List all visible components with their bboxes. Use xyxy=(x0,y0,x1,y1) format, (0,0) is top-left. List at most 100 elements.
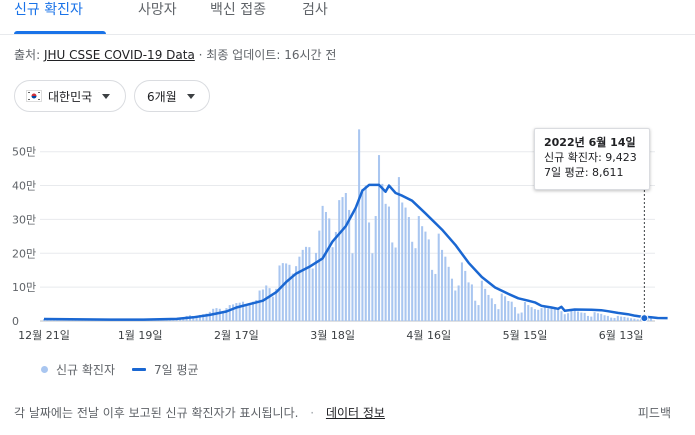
bar xyxy=(241,301,245,321)
x-tick-label: 2월 17일 xyxy=(214,328,259,342)
data-info-link[interactable]: 데이터 정보 xyxy=(325,406,385,420)
bar xyxy=(590,316,593,321)
bar xyxy=(593,312,596,321)
bar xyxy=(474,300,477,321)
bar xyxy=(308,247,311,321)
tab-new-cases-label: 신규 확진자 xyxy=(14,2,83,18)
x-tick-label: 1월 19일 xyxy=(118,328,163,342)
feedback-link[interactable]: 피드백 xyxy=(637,406,671,420)
bar xyxy=(586,315,590,321)
bar xyxy=(610,317,613,321)
bar xyxy=(285,263,288,321)
bar xyxy=(288,264,291,321)
bar xyxy=(424,231,427,321)
bar xyxy=(222,311,225,321)
bar xyxy=(381,183,384,321)
bar xyxy=(192,316,195,321)
bar xyxy=(427,239,430,321)
bar xyxy=(358,129,361,321)
y-tick-label: 10만 xyxy=(12,281,36,294)
period-dropdown[interactable]: 6개월 xyxy=(134,80,210,112)
bar xyxy=(348,209,351,321)
bar xyxy=(228,305,231,321)
x-tick-label: 5월 15일 xyxy=(503,328,548,342)
bar xyxy=(573,310,576,321)
source-line: 출처: JHU CSSE COVID-19 Data · 최종 업데이트: 16… xyxy=(14,46,336,63)
bar xyxy=(523,302,526,321)
bar xyxy=(232,304,235,321)
tab-vaccinations[interactable]: 백신 접종 xyxy=(210,0,266,33)
bar xyxy=(530,307,533,321)
bar xyxy=(298,256,301,321)
bar xyxy=(431,269,434,321)
x-tick-label: 3월 18일 xyxy=(310,328,355,342)
bar xyxy=(616,315,619,321)
bar xyxy=(547,308,550,321)
bar xyxy=(344,193,347,321)
tooltip-7day-average: 7일 평균: 8,611 xyxy=(544,166,624,179)
tab-tests-label: 검사 xyxy=(302,2,328,18)
bar xyxy=(537,309,540,321)
bar xyxy=(218,308,221,321)
bar xyxy=(338,200,341,321)
bar xyxy=(444,256,447,321)
source-link[interactable]: JHU CSSE COVID-19 Data xyxy=(43,48,195,62)
bar xyxy=(500,293,503,321)
bar xyxy=(494,304,497,321)
bar xyxy=(623,316,626,321)
hover-point xyxy=(640,314,649,323)
bar xyxy=(454,290,457,321)
bar xyxy=(533,309,536,321)
bar xyxy=(520,312,523,321)
bar xyxy=(570,309,573,321)
bar xyxy=(557,309,560,321)
tooltip-new-cases: 신규 확진자: 9,423 xyxy=(544,151,637,164)
bar xyxy=(421,226,424,321)
y-tick-label: 20만 xyxy=(12,247,36,260)
bar xyxy=(543,307,546,321)
bar xyxy=(633,318,636,321)
bar xyxy=(245,305,248,321)
bar xyxy=(208,311,211,321)
korea-flag-icon xyxy=(26,90,42,102)
source-prefix: 출처: xyxy=(14,48,41,62)
y-tick-label: 30만 xyxy=(12,213,36,226)
bar xyxy=(464,270,467,321)
bar xyxy=(517,313,520,321)
bar xyxy=(437,233,440,321)
legend-average: 7일 평균 xyxy=(132,361,199,378)
bar xyxy=(351,253,354,321)
tab-deaths[interactable]: 사망자 xyxy=(138,0,177,33)
bar xyxy=(527,305,530,321)
bar xyxy=(361,188,364,321)
chevron-down-icon xyxy=(102,93,111,99)
bar xyxy=(580,312,583,321)
country-label: 대한민국 xyxy=(48,89,93,104)
bar xyxy=(331,247,334,321)
country-dropdown[interactable]: 대한민국 xyxy=(14,80,126,112)
footer-note: 각 날짜에는 전날 이후 보고된 신규 확진자가 표시됩니다. · 데이터 정보 xyxy=(14,404,385,421)
bar xyxy=(606,315,609,321)
bar xyxy=(271,296,274,321)
tab-vaccinations-label: 백신 접종 xyxy=(210,2,266,18)
chevron-down-icon xyxy=(186,93,195,99)
bar xyxy=(295,266,298,321)
y-tick-label: 0 xyxy=(12,315,19,328)
last-updated: 최종 업데이트: 16시간 전 xyxy=(206,48,337,62)
bar xyxy=(261,289,264,321)
source-separator: · xyxy=(198,48,203,62)
bar xyxy=(328,218,331,321)
x-tick-label: 6월 13일 xyxy=(599,328,644,342)
bar xyxy=(368,222,371,321)
x-tick-label: 12월 21일 xyxy=(18,328,70,342)
tab-tests[interactable]: 검사 xyxy=(302,0,328,33)
bar xyxy=(583,312,586,321)
bar xyxy=(504,296,507,321)
tab-new-cases[interactable]: 신규 확진자 xyxy=(14,0,106,34)
bar xyxy=(447,266,450,321)
bar xyxy=(470,284,473,321)
bar xyxy=(477,305,480,321)
bar xyxy=(397,177,400,321)
bar xyxy=(235,303,238,321)
bar xyxy=(576,311,580,321)
